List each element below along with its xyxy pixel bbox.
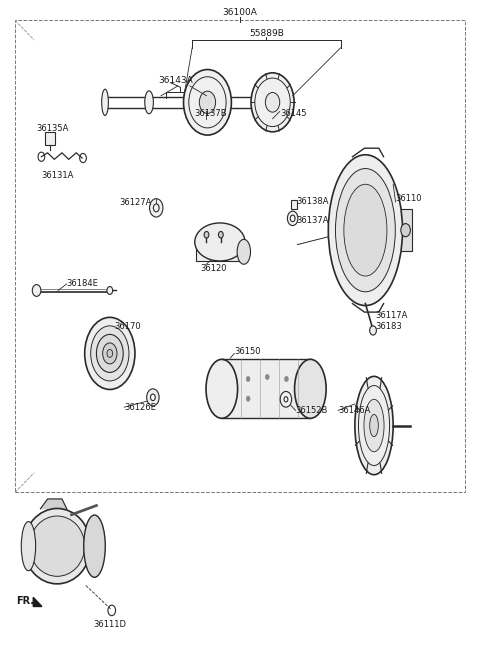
Circle shape	[204, 231, 209, 238]
Circle shape	[107, 286, 113, 294]
Text: 36111D: 36111D	[93, 620, 126, 629]
Circle shape	[401, 223, 410, 237]
Circle shape	[284, 397, 288, 402]
Bar	[222, 359, 311, 419]
Polygon shape	[40, 499, 67, 509]
Text: 36100A: 36100A	[223, 8, 257, 17]
Circle shape	[246, 376, 250, 382]
Ellipse shape	[91, 326, 129, 381]
Text: 36117A: 36117A	[375, 311, 408, 320]
Ellipse shape	[355, 376, 393, 475]
Text: 36131A: 36131A	[41, 171, 74, 180]
Text: 36150: 36150	[234, 347, 261, 356]
Bar	[45, 132, 55, 145]
Ellipse shape	[195, 223, 245, 261]
Ellipse shape	[251, 73, 294, 132]
Bar	[399, 208, 412, 251]
Ellipse shape	[96, 334, 123, 373]
Circle shape	[150, 198, 163, 217]
Text: 36126E: 36126E	[124, 403, 156, 412]
Ellipse shape	[265, 93, 280, 112]
Text: 36137B: 36137B	[194, 109, 227, 118]
Ellipse shape	[145, 91, 154, 114]
Ellipse shape	[199, 91, 216, 114]
Ellipse shape	[21, 522, 36, 571]
Text: 36184E: 36184E	[67, 279, 98, 288]
Circle shape	[32, 284, 41, 296]
Text: 36127A: 36127A	[119, 198, 152, 207]
Circle shape	[288, 211, 298, 225]
Text: 36152B: 36152B	[296, 406, 328, 415]
Circle shape	[280, 392, 292, 407]
Text: 36135A: 36135A	[36, 124, 69, 133]
Circle shape	[285, 376, 288, 382]
Text: 36120: 36120	[201, 263, 227, 273]
Bar	[196, 242, 244, 261]
Ellipse shape	[84, 515, 105, 578]
Bar	[291, 200, 297, 208]
Ellipse shape	[255, 78, 290, 127]
Polygon shape	[33, 597, 42, 606]
Text: FR.: FR.	[16, 597, 34, 606]
Text: 36143A: 36143A	[158, 76, 193, 85]
Text: 36145: 36145	[281, 109, 307, 118]
Ellipse shape	[103, 343, 117, 364]
Text: 36110: 36110	[396, 194, 422, 203]
Ellipse shape	[237, 239, 251, 264]
Circle shape	[151, 394, 156, 401]
Ellipse shape	[183, 70, 231, 135]
Ellipse shape	[107, 350, 113, 357]
Text: 36170: 36170	[115, 322, 141, 331]
Ellipse shape	[30, 516, 84, 576]
Ellipse shape	[102, 89, 108, 116]
Circle shape	[246, 396, 250, 401]
Ellipse shape	[295, 359, 326, 419]
Text: 36137A: 36137A	[297, 215, 329, 225]
Text: 36146A: 36146A	[338, 406, 371, 415]
Ellipse shape	[336, 169, 396, 292]
Ellipse shape	[84, 317, 135, 390]
Ellipse shape	[364, 399, 384, 452]
Ellipse shape	[24, 509, 91, 584]
Circle shape	[218, 231, 223, 238]
Ellipse shape	[328, 155, 403, 306]
Circle shape	[290, 215, 295, 221]
Ellipse shape	[206, 359, 238, 419]
Circle shape	[370, 326, 376, 335]
Ellipse shape	[344, 184, 387, 276]
Circle shape	[265, 374, 269, 380]
Text: 36183: 36183	[375, 322, 402, 331]
Text: 55889B: 55889B	[249, 29, 284, 38]
Circle shape	[154, 204, 159, 212]
Ellipse shape	[370, 415, 378, 437]
Circle shape	[147, 389, 159, 406]
Text: 36138A: 36138A	[297, 198, 329, 206]
Ellipse shape	[189, 77, 226, 128]
